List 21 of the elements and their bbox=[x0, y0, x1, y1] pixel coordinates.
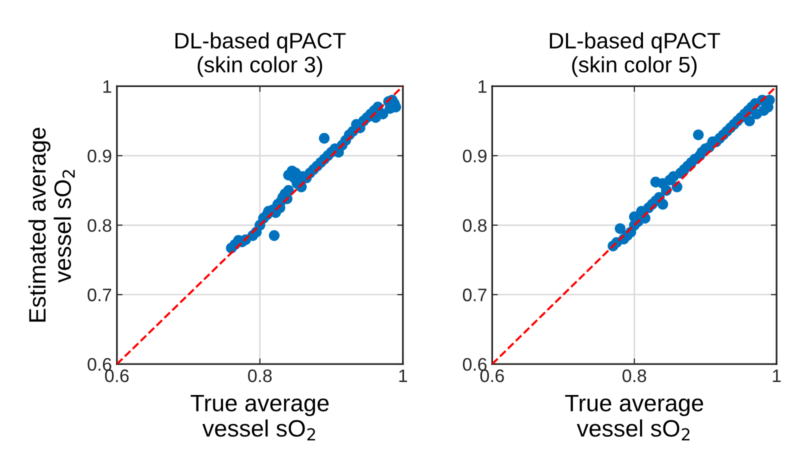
y-tick-label: 0.8 bbox=[88, 219, 112, 232]
y-tick-label: 1 bbox=[103, 80, 112, 93]
y-axis-title: Estimated average vessel sO$_{2}$ bbox=[28, 128, 75, 322]
x-axis-title: True average vessel sO$_{2}$ bbox=[190, 394, 329, 440]
x-axis-title: True average vessel sO$_{2}$ bbox=[565, 394, 704, 440]
x-tick-label: 0.6 bbox=[480, 369, 504, 382]
y-tick-label: 0.6 bbox=[88, 358, 112, 371]
y-tick-label: 0.9 bbox=[462, 150, 486, 162]
chart-title: DL-based qPACT (skin color 3) bbox=[175, 32, 346, 77]
y-tick-label: 0.6 bbox=[462, 358, 487, 371]
y-tick-label: 1 bbox=[478, 80, 486, 93]
x-tick-label: 0.8 bbox=[248, 369, 272, 382]
x-tick-label: 0.6 bbox=[105, 369, 129, 382]
y-tick-label: 0.9 bbox=[88, 150, 112, 162]
x-tick-label: 1 bbox=[399, 370, 408, 382]
y-tick-label: 0.7 bbox=[88, 288, 112, 302]
chart-title: DL-based qPACT (skin color 5) bbox=[550, 32, 720, 77]
x-tick-label: 1 bbox=[772, 370, 781, 382]
x-tick-label: 0.8 bbox=[622, 369, 646, 382]
y-tick-label: 0.7 bbox=[462, 288, 486, 302]
y-tick-label: 0.8 bbox=[462, 219, 487, 232]
